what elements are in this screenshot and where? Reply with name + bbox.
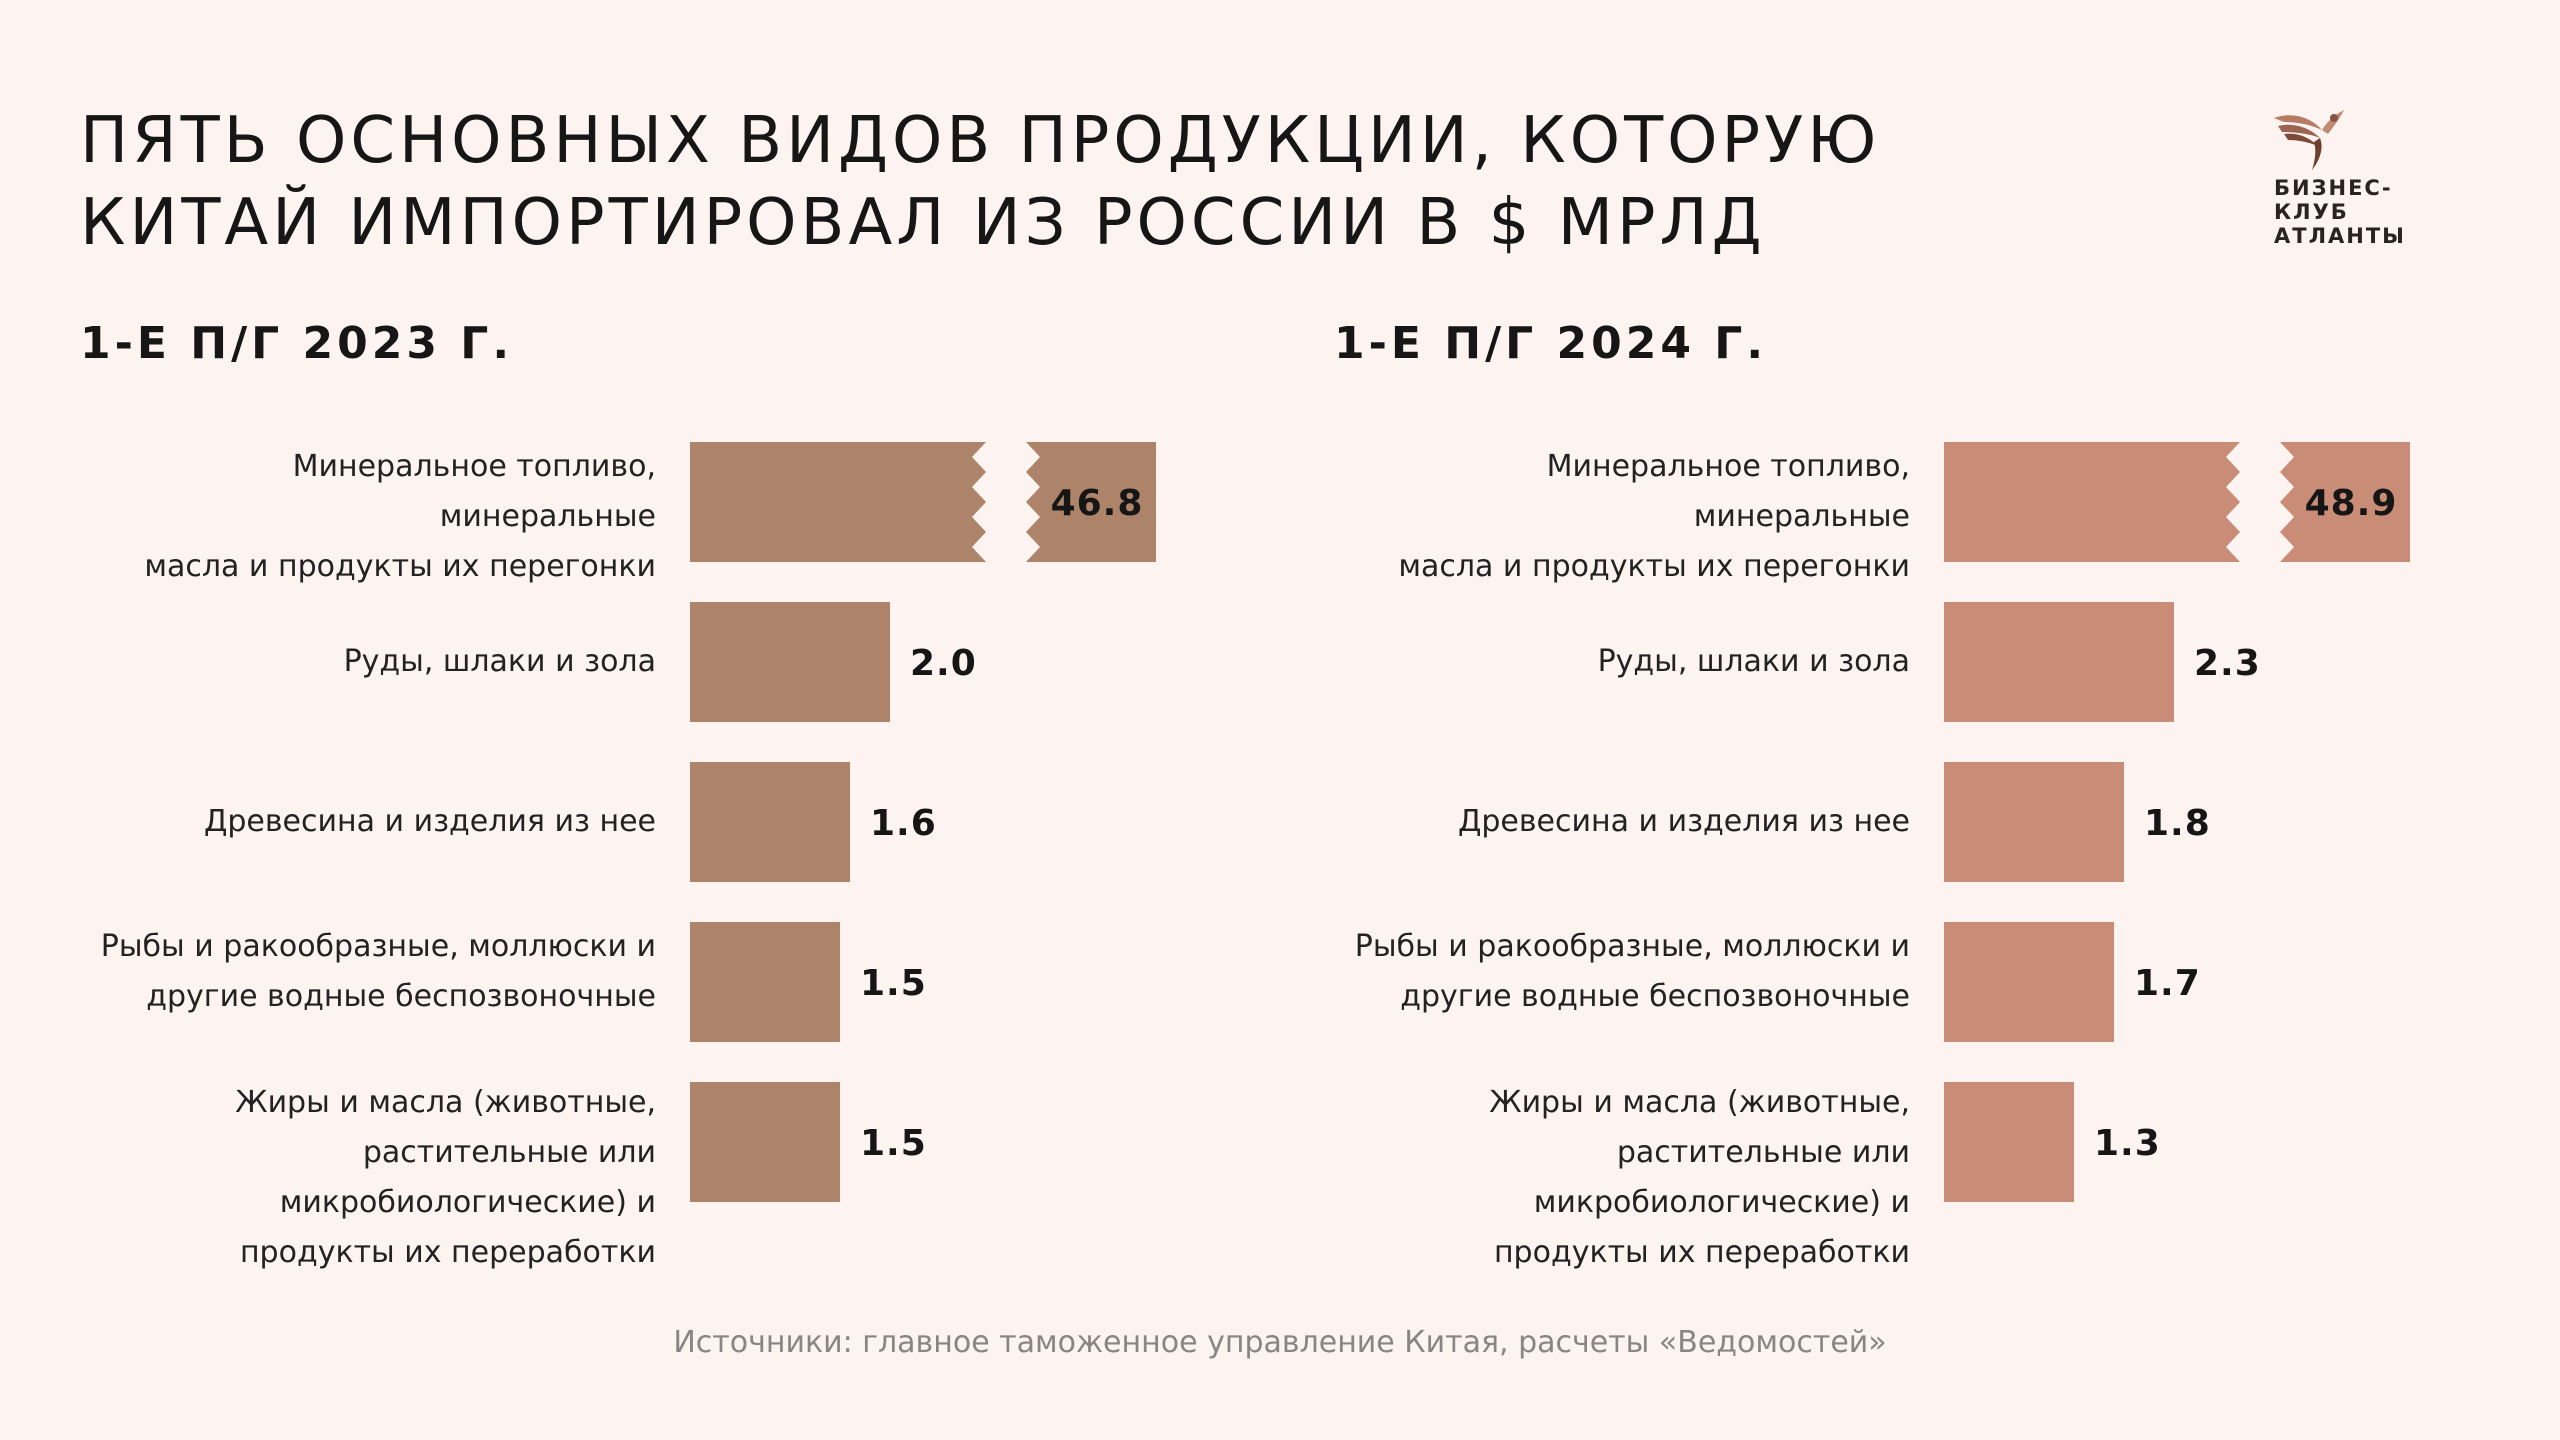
chart-2024-title: 1-Е П/Г 2024 Г. — [1334, 318, 1768, 369]
category-label: Минеральное топливо, минеральные масла и … — [96, 442, 656, 592]
category-label-line: растительные или — [362, 1135, 656, 1170]
category-label-line: Минеральное топливо, минеральные — [292, 449, 656, 534]
data-label: 1.8 — [2144, 803, 2211, 844]
bar — [690, 602, 890, 722]
category-label: Жиры и масла (животные, растительные или м… — [96, 1078, 656, 1278]
category-label-line: масла и продукты их перегонки — [1398, 549, 1910, 584]
category-label: Древесина и изделия из нее — [1350, 797, 1910, 847]
data-label: 1.3 — [2094, 1123, 2161, 1164]
bar-broken-left — [1944, 442, 2240, 562]
brand-logo: БИЗНЕС- КЛУБ АТЛАНТЫ — [2270, 108, 2430, 258]
data-label: 2.0 — [910, 643, 977, 684]
bar — [1944, 762, 2124, 882]
bar — [690, 762, 850, 882]
bar-broken-right — [2280, 442, 2410, 562]
category-label-line: Древесина и изделия из нее — [1457, 804, 1910, 839]
chart-2023-title: 1-Е П/Г 2023 Г. — [80, 318, 514, 369]
category-label: Жиры и масла (животные, растительные или м… — [1350, 1078, 1910, 1278]
category-label-line: Руды, шлаки и зола — [1597, 644, 1910, 679]
data-label: 1.7 — [2134, 963, 2201, 1004]
logo-line-3: АТЛАНТЫ — [2274, 224, 2406, 248]
category-label-line: Древесина и изделия из нее — [203, 804, 656, 839]
category-label: Рыбы и ракообразные, моллюски и другие во… — [96, 922, 656, 1022]
bar-broken-left — [690, 442, 986, 562]
category-label-line: Минеральное топливо, минеральные — [1546, 449, 1910, 534]
bar — [1944, 602, 2174, 722]
bar — [690, 922, 840, 1042]
category-label: Руды, шлаки и зола — [96, 637, 656, 687]
category-label: Рыбы и ракообразные, моллюски и другие во… — [1350, 922, 1910, 1022]
data-label: 2.3 — [2194, 643, 2261, 684]
category-label-line: продукты их переработки — [239, 1235, 656, 1270]
data-label: 1.5 — [860, 963, 927, 1004]
category-label-line: Рыбы и ракообразные, моллюски и — [100, 929, 656, 964]
data-label: 46.8 — [1051, 483, 1144, 524]
bar — [690, 1082, 840, 1202]
category-label-line: другие водные беспозвоночные — [146, 979, 656, 1014]
category-label-line: микробиологические) и — [279, 1185, 656, 1220]
category-label: Минеральное топливо, минеральные масла и … — [1350, 442, 1910, 592]
chart-2024: 48.9 2.3 1.8 1.7 1.3 — [1944, 442, 2410, 1202]
data-label: 48.9 — [2305, 483, 2398, 524]
logo-wordmark: БИЗНЕС- КЛУБ АТЛАНТЫ — [2274, 176, 2406, 248]
category-label: Руды, шлаки и зола — [1350, 637, 1910, 687]
chart-2023: 46.8 2.0 1.6 1.5 1.5 — [690, 442, 1156, 1202]
title-line-2: КИТАЙ ИМПОРТИРОВАЛ ИЗ РОССИИ В $ МРЛД — [80, 186, 1766, 260]
bar — [1944, 922, 2114, 1042]
source-note: Источники: главное таможенное управление… — [673, 1325, 1887, 1360]
winged-figure-icon — [2274, 110, 2344, 170]
bar — [1944, 1082, 2074, 1202]
title-line-1: ПЯТЬ ОСНОВНЫХ ВИДОВ ПРОДУКЦИИ, КОТОРУЮ — [80, 104, 1881, 178]
category-label-line: масла и продукты их перегонки — [144, 549, 656, 584]
category-label-line: Рыбы и ракообразные, моллюски и — [1354, 929, 1910, 964]
category-label-line: растительные или — [1616, 1135, 1910, 1170]
category-label: Древесина и изделия из нее — [96, 797, 656, 847]
category-label-line: продукты их переработки — [1493, 1235, 1910, 1270]
logo-line-1: БИЗНЕС- — [2274, 176, 2393, 200]
page-title: ПЯТЬ ОСНОВНЫХ ВИДОВ ПРОДУКЦИИ, КОТОРУЮ К… — [80, 100, 1880, 264]
data-label: 1.5 — [860, 1123, 927, 1164]
category-label-line: Руды, шлаки и зола — [343, 644, 656, 679]
category-label-line: Жиры и масла (животные, — [1489, 1085, 1910, 1120]
category-label-line: Жиры и масла (животные, — [235, 1085, 656, 1120]
data-label: 1.6 — [870, 803, 937, 844]
category-label-line: другие водные беспозвоночные — [1400, 979, 1910, 1014]
bar-broken-right — [1026, 442, 1156, 562]
logo-line-2: КЛУБ — [2274, 200, 2349, 224]
category-label-line: микробиологические) и — [1533, 1185, 1910, 1220]
